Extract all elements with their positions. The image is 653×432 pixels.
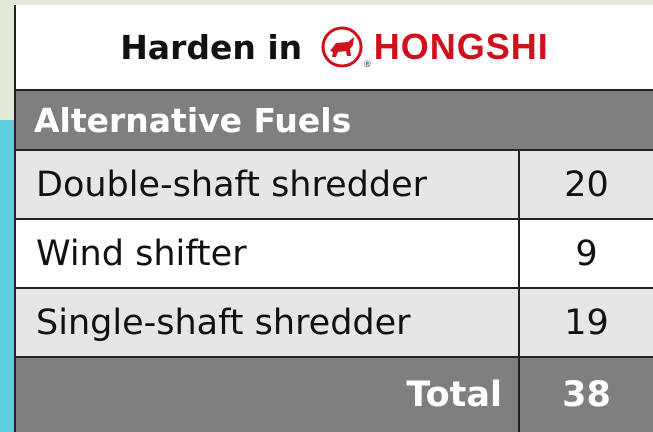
total-value: 38 <box>562 375 611 415</box>
data-row: Double-shaft shredder 20 <box>16 151 653 220</box>
item-count: 19 <box>564 302 609 343</box>
item-name: Single-shaft shredder <box>16 289 520 356</box>
data-row: Single-shaft shredder 19 <box>16 289 653 358</box>
data-row: Wind shifter 9 <box>16 220 653 289</box>
item-count: 20 <box>564 164 609 205</box>
section-title: Alternative Fuels <box>34 100 352 140</box>
item-name: Double-shaft shredder <box>16 151 520 218</box>
map-water <box>0 120 16 432</box>
title-row: Harden in ® HONGSHI <box>16 5 653 91</box>
item-count: 9 <box>575 233 598 274</box>
section-row: Alternative Fuels <box>16 91 653 151</box>
item-name: Wind shifter <box>16 220 520 287</box>
total-label: Total <box>16 358 520 432</box>
title: Harden in <box>120 27 303 67</box>
table: Harden in ® HONGSHI Alternative Fuels Do… <box>14 5 653 432</box>
registered-mark: ® <box>364 59 372 69</box>
logo-text: HONGSHI <box>373 26 549 67</box>
logo: ® HONGSHI <box>320 25 549 69</box>
logo-icon <box>321 26 363 68</box>
total-row: Total 38 <box>16 358 653 432</box>
